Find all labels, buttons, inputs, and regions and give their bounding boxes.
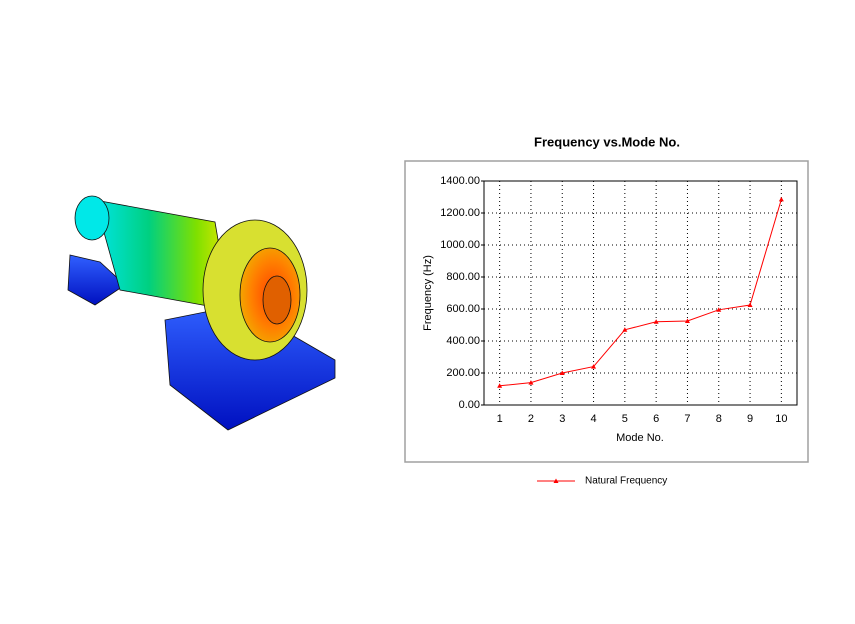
point-marker	[559, 370, 565, 375]
x-tick-label: 1	[497, 413, 503, 425]
series-line	[499, 199, 782, 387]
point-marker	[747, 302, 753, 307]
x-tick-label: 3	[559, 413, 565, 425]
x-tick-label: 7	[684, 413, 690, 425]
y-tick-label: 0.00	[459, 399, 480, 411]
y-tick-label: 400.00	[446, 335, 480, 347]
x-axis-label: Mode No.	[616, 432, 664, 444]
chart-frame	[404, 160, 809, 463]
y-tick-label: 800.00	[446, 271, 480, 283]
fea-model	[67, 195, 336, 431]
x-tick-label: 10	[775, 413, 787, 425]
y-tick-label: 1400.00	[440, 175, 480, 187]
x-tick-label: 6	[653, 413, 659, 425]
y-axis-label: Frequency (Hz)	[422, 255, 434, 331]
point-marker	[684, 318, 690, 323]
y-tick-label: 600.00	[446, 303, 480, 315]
legend-label: Natural Frequency	[585, 476, 667, 487]
point-marker	[622, 327, 628, 332]
legend-marker	[553, 478, 559, 483]
point-marker	[591, 364, 597, 369]
point-marker	[778, 196, 784, 202]
point-marker	[528, 380, 534, 385]
x-tick-label: 5	[622, 413, 628, 425]
point-marker	[716, 307, 722, 312]
point-marker	[497, 383, 503, 388]
x-tick-label: 8	[716, 413, 722, 425]
point-marker	[653, 319, 659, 324]
x-tick-label: 4	[590, 413, 596, 425]
y-tick-label: 1200.00	[440, 207, 480, 219]
y-tick-label: 1000.00	[440, 239, 480, 251]
x-tick-label: 9	[747, 413, 753, 425]
x-tick-label: 2	[528, 413, 534, 425]
chart-title: Frequency vs.Mode No.	[534, 134, 680, 149]
y-tick-label: 200.00	[446, 367, 480, 379]
